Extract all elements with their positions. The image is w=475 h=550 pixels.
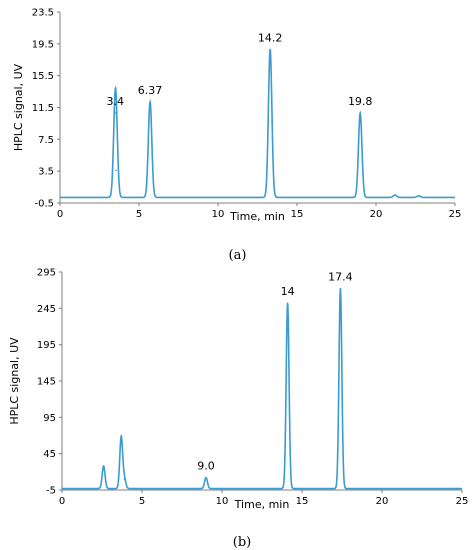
peak-point <box>123 478 126 480</box>
peak-point <box>339 287 342 290</box>
peak-label: 17.4 <box>328 271 353 284</box>
x-tick-label: 25 <box>456 496 469 507</box>
y-tick-label: -0.5 <box>34 199 54 210</box>
x-tick-label: 5 <box>139 496 145 507</box>
y-tick-label: 195 <box>37 340 56 351</box>
y-tick-label: 23.5 <box>32 8 54 19</box>
y-axis-label: HPLC signal, UV <box>12 63 25 151</box>
panel-caption: (b) <box>233 535 251 550</box>
peak-point <box>115 169 117 172</box>
peak-point <box>417 195 420 197</box>
y-tick-label: 3.5 <box>38 167 54 178</box>
x-tick-label: 10 <box>216 496 229 507</box>
panel-caption: (a) <box>229 248 247 263</box>
x-tick-label: 25 <box>449 209 462 220</box>
peak-point <box>205 476 207 479</box>
x-tick-label: 20 <box>376 496 389 507</box>
x-tick-label: 5 <box>136 209 142 220</box>
y-tick-label: 45 <box>43 449 56 460</box>
peak-point <box>269 48 271 51</box>
x-axis-label: Time, min <box>234 498 290 511</box>
x-tick-label: 10 <box>212 209 225 220</box>
peak-point <box>149 101 151 103</box>
y-tick-label: 15.5 <box>32 71 54 82</box>
peak-label: 14.2 <box>258 31 283 44</box>
chromatogram-trace <box>60 49 455 199</box>
peak-label: 14 <box>281 285 295 298</box>
y-tick-label: 95 <box>43 413 56 424</box>
peak-label: 19.8 <box>348 95 373 108</box>
y-tick-label: 19.5 <box>32 39 54 50</box>
x-tick-label: 20 <box>370 209 383 220</box>
peak-label: 9.0 <box>197 460 215 473</box>
peak-label: 6.37 <box>138 84 163 97</box>
peak-point <box>286 302 289 305</box>
x-tick-label: 15 <box>291 209 304 220</box>
y-tick-label: 11.5 <box>32 103 54 114</box>
peak-point <box>102 465 105 467</box>
x-tick-label: 0 <box>59 496 65 507</box>
chromatogram-trace <box>62 288 462 490</box>
peak-point <box>114 112 117 114</box>
y-tick-label: 295 <box>37 268 56 279</box>
peak-label: 3.4 <box>107 95 125 108</box>
peak-point <box>120 436 122 438</box>
y-tick-label: 7.5 <box>38 135 54 146</box>
peak-point <box>394 194 396 196</box>
y-axis-label: HPLC signal, UV <box>8 337 21 425</box>
peak-point <box>359 112 362 114</box>
x-axis-label: Time, min <box>229 210 285 223</box>
x-tick-label: 15 <box>296 496 309 507</box>
x-tick-label: 0 <box>57 209 63 220</box>
y-tick-label: 245 <box>37 304 56 315</box>
y-tick-label: -5 <box>46 486 56 497</box>
chart-a: -0.5 3.5 7.5 11.5 15.5 19.5 23.5 0 5 10 15 20 25 Time… <box>12 8 461 264</box>
y-tick-label: 145 <box>37 377 56 388</box>
chart-b: -5 45 95 145 195 245 295 0 5 10 15 20 25 Time, min HPL… <box>8 268 468 550</box>
